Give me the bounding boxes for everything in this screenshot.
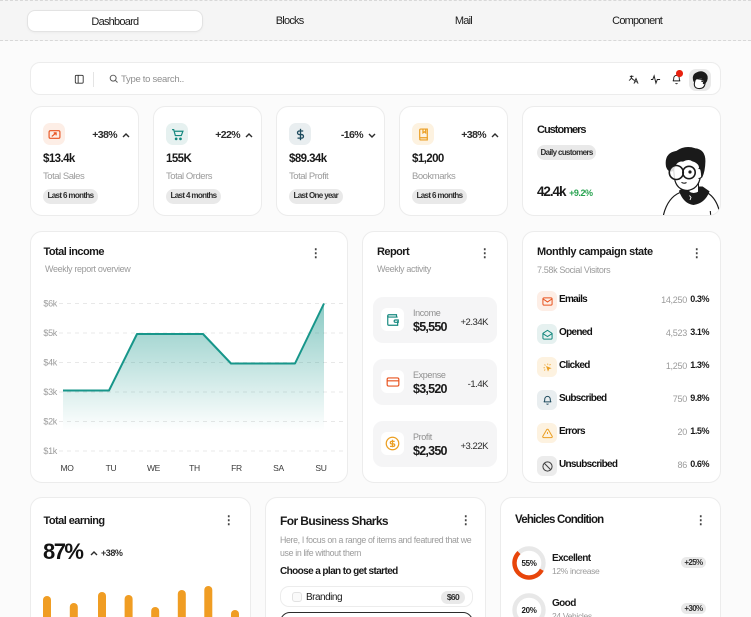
svg-text:SU: SU bbox=[315, 463, 326, 473]
svg-text:TU: TU bbox=[106, 463, 117, 473]
svg-text:FR: FR bbox=[231, 463, 242, 473]
svg-text:MO: MO bbox=[60, 463, 74, 473]
svg-text:$6k: $6k bbox=[43, 299, 57, 309]
svg-text:$3k: $3k bbox=[43, 387, 57, 397]
svg-text:WE: WE bbox=[147, 463, 161, 473]
svg-text:20%: 20% bbox=[521, 606, 536, 615]
svg-text:55%: 55% bbox=[521, 559, 536, 568]
svg-text:TH: TH bbox=[189, 463, 200, 473]
svg-text:$1k: $1k bbox=[43, 446, 57, 456]
svg-text:$2k: $2k bbox=[43, 417, 57, 427]
svg-text:SA: SA bbox=[273, 463, 284, 473]
svg-text:$5k: $5k bbox=[43, 328, 57, 338]
svg-text:$4k: $4k bbox=[43, 358, 57, 368]
